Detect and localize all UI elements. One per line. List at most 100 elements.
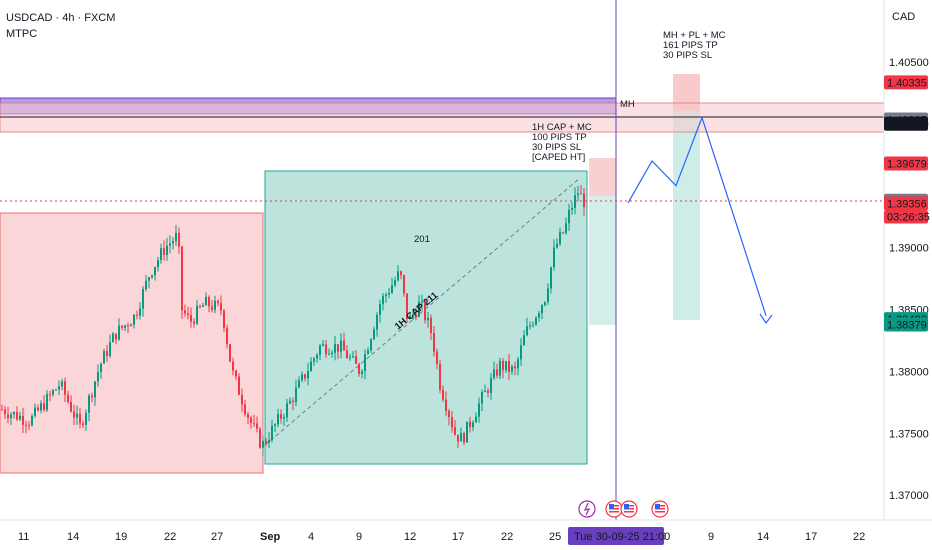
crosshair-time-badge[interactable] (568, 527, 664, 545)
candle-body[interactable] (160, 248, 162, 261)
candle-body[interactable] (91, 395, 93, 398)
candle-body[interactable] (82, 423, 84, 425)
candle-body[interactable] (55, 389, 57, 391)
candle-body[interactable] (52, 390, 54, 395)
projection-path[interactable] (627, 115, 767, 316)
candle-body[interactable] (370, 339, 372, 351)
candle-body[interactable] (211, 306, 213, 310)
candle-body[interactable] (250, 417, 252, 424)
trade2-target-zone[interactable] (673, 111, 700, 320)
candle-body[interactable] (127, 325, 129, 327)
candle-body[interactable] (580, 193, 582, 195)
candle-body[interactable] (4, 409, 6, 415)
candle-body[interactable] (373, 329, 375, 340)
candle-body[interactable] (151, 275, 153, 278)
candle-body[interactable] (334, 344, 336, 353)
candle-body[interactable] (253, 423, 255, 425)
candle-body[interactable] (514, 366, 516, 369)
candle-body[interactable] (217, 300, 219, 304)
candle-body[interactable] (316, 355, 318, 359)
candle-body[interactable] (478, 403, 480, 417)
candle-body[interactable] (142, 289, 144, 309)
candle-body[interactable] (175, 232, 177, 242)
candle-body[interactable] (352, 356, 354, 358)
candle-body[interactable] (220, 303, 222, 311)
candle-body[interactable] (343, 340, 345, 351)
candle-body[interactable] (70, 401, 72, 412)
candle-body[interactable] (145, 280, 147, 290)
candle-body[interactable] (184, 310, 186, 314)
candle-body[interactable] (523, 335, 525, 346)
candle-body[interactable] (16, 412, 18, 420)
candle-body[interactable] (181, 246, 183, 311)
candle-body[interactable] (178, 232, 180, 247)
candle-body[interactable] (496, 369, 498, 376)
candle-body[interactable] (187, 313, 189, 316)
candle-body[interactable] (562, 232, 564, 234)
candle-body[interactable] (346, 350, 348, 359)
candle-body[interactable] (532, 324, 534, 326)
candle-body[interactable] (559, 232, 561, 244)
candle-body[interactable] (286, 403, 288, 418)
candle-body[interactable] (415, 314, 417, 317)
candle-body[interactable] (247, 414, 249, 418)
candle-body[interactable] (124, 325, 126, 328)
candle-body[interactable] (325, 344, 327, 355)
candle-body[interactable] (418, 301, 420, 317)
candle-body[interactable] (277, 414, 279, 425)
candle-body[interactable] (22, 415, 24, 425)
candle-body[interactable] (445, 399, 447, 411)
candle-body[interactable] (400, 271, 402, 276)
candle-body[interactable] (109, 342, 111, 356)
candle-body[interactable] (214, 300, 216, 310)
candle-body[interactable] (265, 440, 267, 443)
candle-body[interactable] (76, 413, 78, 418)
candle-body[interactable] (238, 376, 240, 395)
candle-body[interactable] (520, 345, 522, 360)
candle-body[interactable] (535, 317, 537, 325)
bearish-zone-box[interactable] (0, 212, 264, 474)
candle-body[interactable] (307, 371, 309, 379)
candle-body[interactable] (538, 313, 540, 318)
candle-body[interactable] (133, 314, 135, 325)
candle-body[interactable] (439, 363, 441, 390)
candle-body[interactable] (34, 407, 36, 416)
candle-body[interactable] (193, 321, 195, 324)
candle-body[interactable] (148, 277, 150, 281)
candle-body[interactable] (547, 288, 549, 302)
candle-body[interactable] (541, 305, 543, 314)
candle-body[interactable] (202, 305, 204, 307)
candle-body[interactable] (136, 314, 138, 316)
candle-body[interactable] (436, 351, 438, 364)
candle-body[interactable] (484, 390, 486, 392)
candle-body[interactable] (7, 414, 9, 419)
candle-body[interactable] (112, 333, 114, 343)
candle-body[interactable] (388, 293, 390, 295)
candle-body[interactable] (505, 361, 507, 371)
candle-body[interactable] (433, 332, 435, 352)
candle-body[interactable] (115, 333, 117, 340)
candle-body[interactable] (409, 315, 411, 319)
candle-body[interactable] (229, 344, 231, 362)
candle-body[interactable] (544, 301, 546, 306)
currency-label[interactable]: CAD (892, 11, 916, 23)
candle-body[interactable] (301, 374, 303, 381)
candle-body[interactable] (574, 195, 576, 208)
candle-body[interactable] (40, 403, 42, 411)
candle-body[interactable] (442, 389, 444, 400)
candle-body[interactable] (511, 366, 513, 372)
candle-body[interactable] (283, 417, 285, 419)
candle-body[interactable] (280, 414, 282, 419)
candle-body[interactable] (460, 433, 462, 442)
candle-body[interactable] (448, 410, 450, 418)
candle-body[interactable] (481, 391, 483, 404)
candle-body[interactable] (226, 328, 228, 345)
candle-body[interactable] (382, 296, 384, 304)
candle-body[interactable] (394, 280, 396, 286)
candle-body[interactable] (235, 370, 237, 377)
candle-body[interactable] (241, 394, 243, 405)
candle-body[interactable] (508, 361, 510, 372)
candle-body[interactable] (103, 351, 105, 364)
candle-body[interactable] (13, 412, 15, 415)
price-label-badge[interactable] (884, 116, 928, 131)
